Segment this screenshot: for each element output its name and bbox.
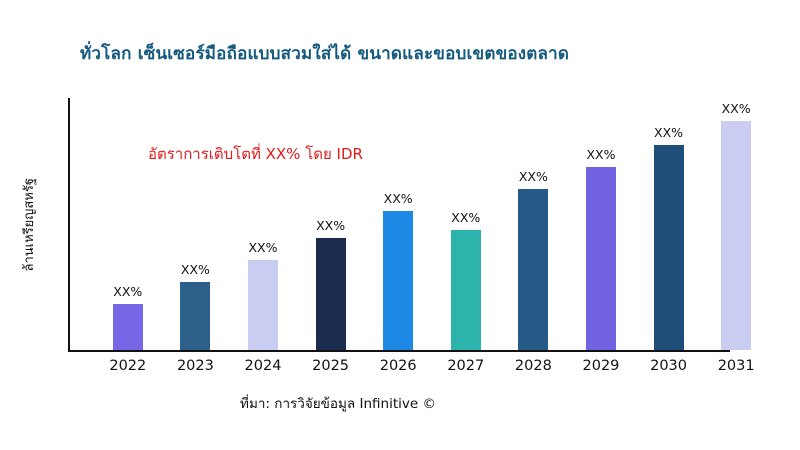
bar-column-2026: XX% (364, 191, 432, 350)
x-tick-2023: 2023 (176, 358, 214, 374)
x-tick-2027: 2027 (447, 358, 485, 374)
bar-2030 (653, 145, 684, 350)
y-axis-label: ล้านเหรียญสหรัฐ (21, 178, 37, 272)
x-tick-2028: 2028 (514, 358, 552, 374)
x-tick-2024: 2024 (244, 358, 282, 374)
bar-value-label-2023: XX% (180, 262, 210, 277)
bar-value-label-2028: XX% (518, 169, 548, 184)
bar-value-label-2027: XX% (451, 210, 481, 225)
bar-column-2023: XX% (162, 262, 230, 350)
bar-column-2028: XX% (500, 169, 568, 350)
source-text: ที่มา: การวิจัยข้อมูล Infinitive © (240, 396, 436, 412)
x-axis-ticks: 2022 2023 2024 2025 2026 2027 2028 2029 2030 2031 (70, 358, 770, 374)
bar-value-label-2029: XX% (586, 147, 616, 162)
x-tick-2030: 2030 (650, 358, 687, 374)
bar-value-label-2030: XX% (654, 125, 684, 140)
bar-column-2022: XX% (94, 284, 162, 350)
bar-2022 (112, 304, 143, 350)
bar-2028 (518, 189, 549, 350)
bar-value-label-2024: XX% (248, 240, 278, 255)
bar-2031 (721, 121, 752, 350)
x-tick-2022: 2022 (109, 358, 147, 374)
bar-column-2027: XX% (432, 210, 500, 350)
bar-chart-plot: XX% XX% XX% XX% XX% XX% XX% XX% XX% XX% (70, 100, 770, 350)
bar-column-2031: XX% (702, 101, 770, 350)
bar-2025 (315, 238, 346, 350)
bar-2023 (180, 282, 211, 350)
bar-value-label-2025: XX% (316, 218, 346, 233)
bar-column-2030: XX% (635, 125, 703, 350)
chart-title: ทั่วโลก เซ็นเซอร์มือถือแบบสวมใส่ได้ ขนาด… (80, 44, 570, 64)
bar-2029 (585, 167, 616, 350)
x-tick-2026: 2026 (379, 358, 417, 374)
bar-value-label-2022: XX% (113, 284, 143, 299)
bar-value-label-2031: XX% (721, 101, 751, 116)
bar-column-2025: XX% (297, 218, 365, 350)
bar-2026 (383, 211, 414, 350)
bar-column-2029: XX% (567, 147, 635, 350)
growth-rate-annotation: อัตราการเติบโตที่ XX% โดย IDR (148, 145, 363, 163)
y-axis-line (68, 98, 70, 352)
bars-container: XX% XX% XX% XX% XX% XX% XX% XX% XX% XX% (70, 100, 770, 350)
x-tick-2031: 2031 (717, 358, 755, 374)
bar-value-label-2026: XX% (383, 191, 413, 206)
bar-2024 (247, 260, 278, 350)
bar-column-2024: XX% (229, 240, 297, 350)
x-tick-2029: 2029 (582, 358, 620, 374)
bar-2027 (450, 230, 481, 350)
y-axis-label-wrap: ล้านเหรียญสหรัฐ (18, 100, 40, 350)
x-axis-line (68, 350, 730, 352)
x-tick-2025: 2025 (312, 358, 350, 374)
